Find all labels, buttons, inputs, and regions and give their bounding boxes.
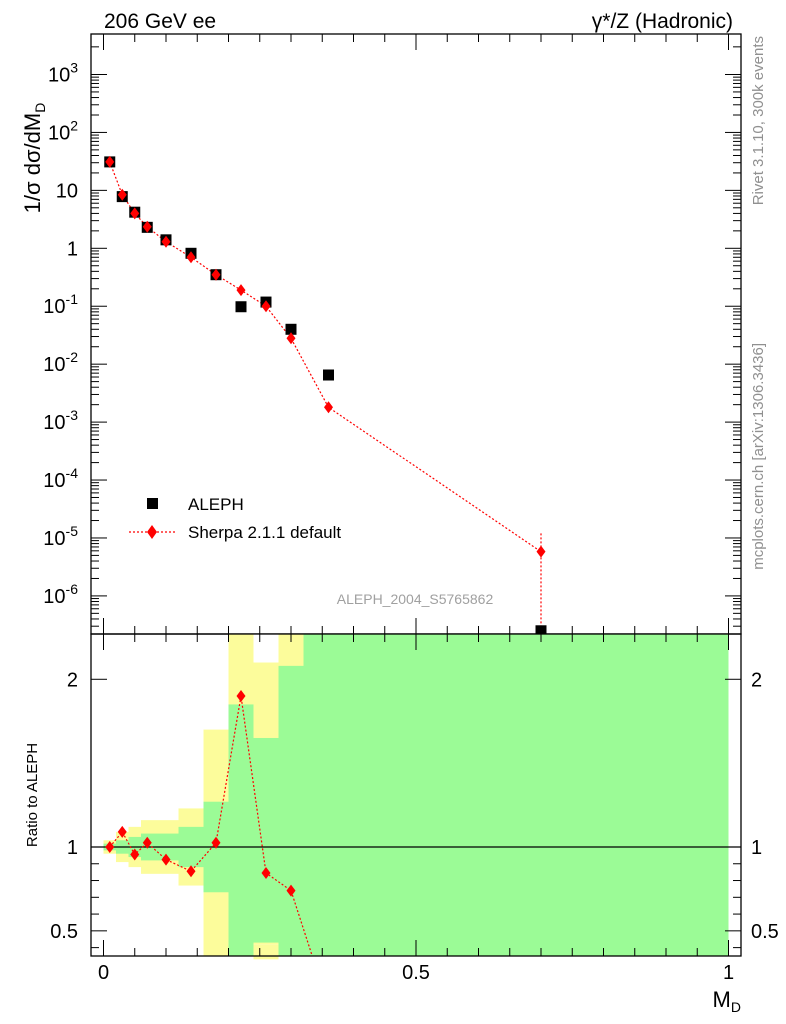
band-gap [253, 634, 279, 658]
data-point-sherpa [536, 545, 546, 558]
data-point-sherpa [324, 401, 333, 414]
data-point-sherpa [211, 268, 221, 281]
svg-text:1/σ dσ/dMD: 1/σ dσ/dMD [20, 103, 48, 214]
ratio-frame [90, 633, 742, 957]
ratio-ticks: 0.5 0.5 1 1 2 2 0 0.5 1 [50, 634, 779, 984]
data-point-sherpa [117, 188, 127, 201]
y-tick-label: 10-2 [43, 349, 78, 376]
uncertainty-band-green [278, 665, 304, 956]
y-tick-label: 10-1 [43, 291, 78, 318]
data-point-sherpa [261, 300, 271, 313]
ratio-point-sherpa [211, 836, 221, 849]
ratio-point-sherpa [286, 884, 296, 897]
ratio-point-sherpa [105, 840, 115, 853]
y-tick-label: 10-3 [43, 407, 78, 434]
y-tick-label: 10-6 [43, 581, 78, 608]
ratio-ylabel: Ratio to ALEPH [24, 743, 41, 847]
data-point-sherpa [161, 235, 171, 248]
x-tick-label: 1 [723, 962, 734, 984]
x-tick-label: 0 [98, 962, 109, 984]
ratio-y-tick-label-left: 1 [67, 837, 78, 859]
main-marks [104, 155, 547, 634]
y-tick-label: 10 [56, 180, 78, 202]
ratio-point-sherpa [161, 853, 171, 866]
uncertainty-band-green [253, 737, 279, 943]
uncertainty-band-yellow [253, 944, 279, 960]
data-point-sherpa [286, 332, 296, 345]
ratio-y-tick-label-right: 1 [751, 837, 762, 859]
ratio-bands [103, 634, 729, 960]
data-point-aleph [535, 625, 547, 634]
ratio-point-sherpa [261, 866, 271, 879]
main-ylabel: 1/σ dσ/dMD [20, 103, 48, 214]
main-frame [90, 33, 742, 635]
ratio-y-tick-label-left: 2 [67, 669, 78, 691]
ratio-point-sherpa [186, 865, 196, 878]
y-tick-label: 10-5 [43, 523, 78, 550]
y-tick-label: 1 [67, 238, 78, 260]
y-tick-label: 103 [48, 59, 78, 86]
y-tick-label: 10-4 [43, 465, 78, 492]
ratio-y-tick-label-left: 0.5 [50, 921, 78, 943]
data-point-sherpa [130, 207, 140, 220]
ratio-point-sherpa [236, 690, 246, 703]
x-axis-label: MD [713, 987, 741, 1015]
data-point-sherpa [186, 251, 196, 264]
x-tick-label: 0.5 [402, 962, 430, 984]
rivet-label: Rivet 3.1.10, 300k events [750, 36, 767, 205]
legend-data-marker [147, 498, 158, 509]
ratio-y-tick-label-right: 2 [751, 669, 762, 691]
ratio-marks [91, 690, 741, 957]
mcplots-label: mcplots.cern.ch [arXiv:1306.3436] [750, 343, 767, 570]
uncertainty-band-green [228, 704, 254, 956]
header-left: 206 GeV ee [104, 10, 216, 33]
data-point-sherpa [236, 284, 246, 297]
legend-mc-label: Sherpa 2.1.1 default [188, 523, 341, 542]
mc-line [109, 161, 542, 553]
legend: ALEPH Sherpa 2.1.1 default [129, 495, 341, 542]
svg-text:MD: MD [713, 987, 741, 1015]
data-point-aleph [235, 301, 247, 313]
ratio-point-sherpa [130, 848, 140, 861]
data-point-aleph [323, 369, 334, 381]
ratio-y-tick-label-right: 0.5 [751, 921, 779, 943]
ratio-point-sherpa [117, 825, 127, 838]
ratio-line [109, 695, 313, 957]
header-right: γ*/Z (Hadronic) [592, 10, 733, 33]
legend-mc-marker [147, 525, 157, 539]
analysis-label: ALEPH_2004_S5765862 [337, 591, 494, 607]
uncertainty-band-green [303, 634, 729, 956]
y-tick-label: 102 [48, 117, 78, 144]
data-point-aleph [285, 323, 297, 335]
legend-data-label: ALEPH [188, 495, 244, 514]
ratio-point-sherpa [142, 836, 152, 849]
data-point-sherpa [105, 155, 115, 168]
data-point-sherpa [142, 220, 152, 233]
